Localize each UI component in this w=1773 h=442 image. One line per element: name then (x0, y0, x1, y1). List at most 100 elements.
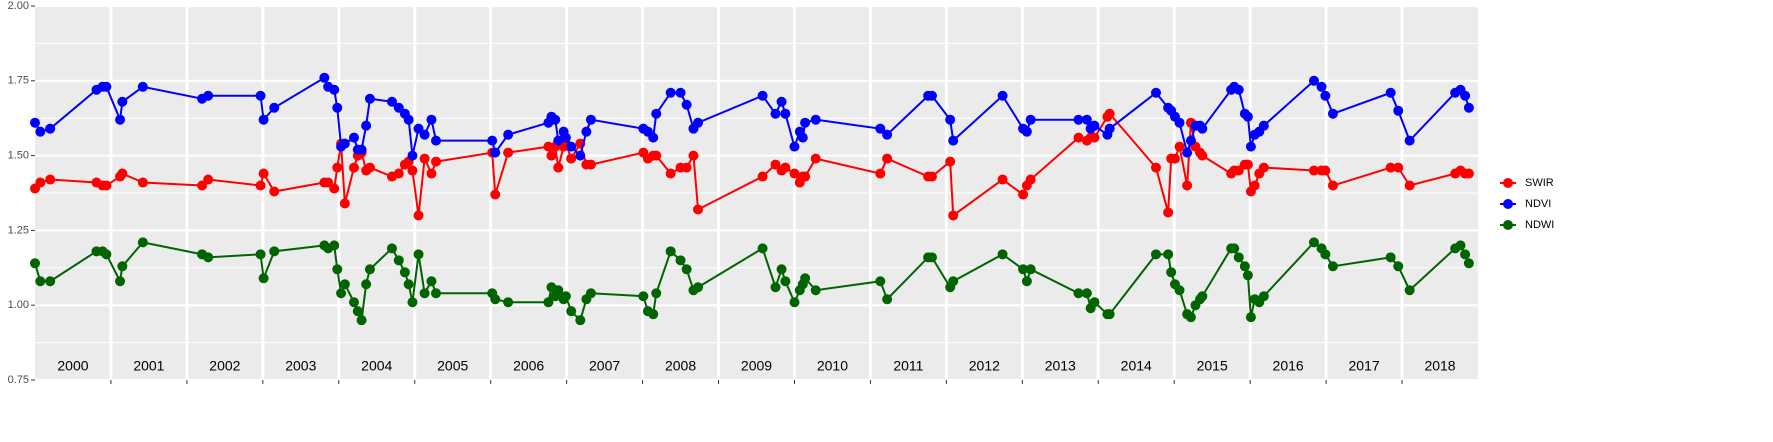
data-point (1104, 309, 1115, 320)
year-label: 2005 (437, 358, 468, 374)
data-point (399, 267, 410, 278)
year-label: 2018 (1424, 358, 1455, 374)
data-point (35, 177, 46, 188)
data-point (45, 276, 56, 287)
data-point (1316, 81, 1327, 92)
data-point (117, 168, 128, 179)
data-point (693, 282, 704, 293)
data-point (651, 108, 662, 119)
year-label: 2012 (969, 358, 1000, 374)
data-point (101, 81, 112, 92)
data-point (45, 174, 56, 185)
data-point (566, 153, 577, 164)
data-point (203, 174, 214, 185)
data-point (503, 129, 514, 140)
data-point (490, 189, 501, 200)
data-point (546, 150, 557, 161)
data-point (780, 162, 791, 173)
legend-key (1503, 220, 1513, 230)
data-point (1460, 249, 1471, 260)
data-point (1197, 150, 1208, 161)
data-point (1166, 267, 1177, 278)
data-point (1021, 126, 1032, 137)
data-point (1104, 108, 1115, 119)
data-point (332, 102, 343, 113)
data-point (1150, 249, 1161, 260)
data-point (1025, 114, 1036, 125)
data-point (35, 276, 46, 287)
data-point (117, 96, 128, 107)
data-point (997, 249, 1008, 260)
data-point (1018, 189, 1029, 200)
data-point (945, 114, 956, 125)
data-point (1385, 87, 1396, 98)
data-point (776, 264, 787, 275)
data-point (1242, 159, 1253, 170)
data-point (1455, 240, 1466, 251)
data-point (575, 315, 586, 326)
data-point (638, 291, 649, 302)
data-point (1320, 90, 1331, 101)
data-point (393, 255, 404, 266)
data-point (431, 156, 442, 167)
data-point (361, 120, 372, 131)
data-point (487, 135, 498, 146)
data-point (875, 276, 886, 287)
data-point (419, 153, 430, 164)
data-point (693, 117, 704, 128)
data-point (688, 150, 699, 161)
data-point (997, 174, 1008, 185)
data-point (336, 288, 347, 299)
data-point (1249, 180, 1260, 191)
data-point (665, 168, 676, 179)
data-point (776, 96, 787, 107)
data-point (329, 84, 340, 95)
data-point (1018, 264, 1029, 275)
data-point (757, 90, 768, 101)
data-point (926, 252, 937, 263)
data-point (948, 135, 959, 146)
data-point (356, 315, 367, 326)
data-point (1182, 180, 1193, 191)
year-label: 2000 (57, 358, 88, 374)
data-point (1021, 276, 1032, 287)
year-label: 2001 (133, 358, 164, 374)
data-point (1258, 120, 1269, 131)
data-point (255, 90, 266, 101)
data-point (797, 132, 808, 143)
data-point (948, 210, 959, 221)
data-point (1463, 102, 1474, 113)
data-point (115, 114, 126, 125)
data-point (1073, 114, 1084, 125)
data-point (882, 153, 893, 164)
data-point (575, 150, 586, 161)
data-point (1393, 261, 1404, 272)
data-point (1163, 207, 1174, 218)
data-point (800, 117, 811, 128)
data-point (1242, 111, 1253, 122)
data-point (356, 144, 367, 155)
year-label: 2002 (209, 358, 240, 374)
data-point (875, 123, 886, 134)
data-point (348, 132, 359, 143)
data-point (882, 129, 893, 140)
data-point (1258, 162, 1269, 173)
data-point (553, 135, 564, 146)
legend-label: NDVI (1525, 198, 1551, 210)
data-point (948, 276, 959, 287)
data-point (1393, 105, 1404, 116)
data-point (490, 147, 501, 158)
data-point (560, 291, 571, 302)
data-point (364, 162, 375, 173)
year-label: 2009 (741, 358, 772, 374)
data-point (407, 297, 418, 308)
data-point (255, 180, 266, 191)
data-point (1308, 165, 1319, 176)
data-point (757, 171, 768, 182)
data-point (1150, 87, 1161, 98)
y-tick-label: 2.00 (8, 0, 29, 12)
data-point (403, 279, 414, 290)
data-point (1081, 288, 1092, 299)
